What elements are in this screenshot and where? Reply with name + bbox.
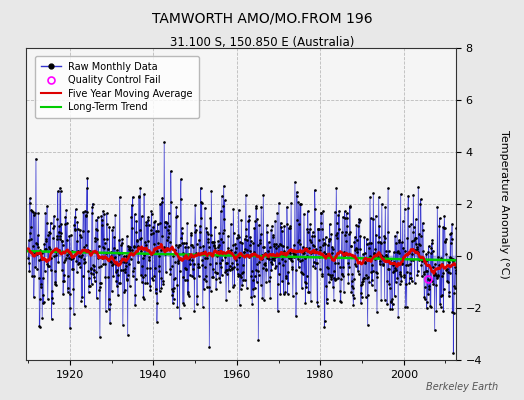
Y-axis label: Temperature Anomaly (°C): Temperature Anomaly (°C) [499,130,509,278]
Legend: Raw Monthly Data, Quality Control Fail, Five Year Moving Average, Long-Term Tren: Raw Monthly Data, Quality Control Fail, … [35,56,199,118]
Text: Berkeley Earth: Berkeley Earth [425,382,498,392]
Text: 31.100 S, 150.850 E (Australia): 31.100 S, 150.850 E (Australia) [170,36,354,49]
Text: TAMWORTH AMO/MO.FROM 196: TAMWORTH AMO/MO.FROM 196 [151,12,373,26]
